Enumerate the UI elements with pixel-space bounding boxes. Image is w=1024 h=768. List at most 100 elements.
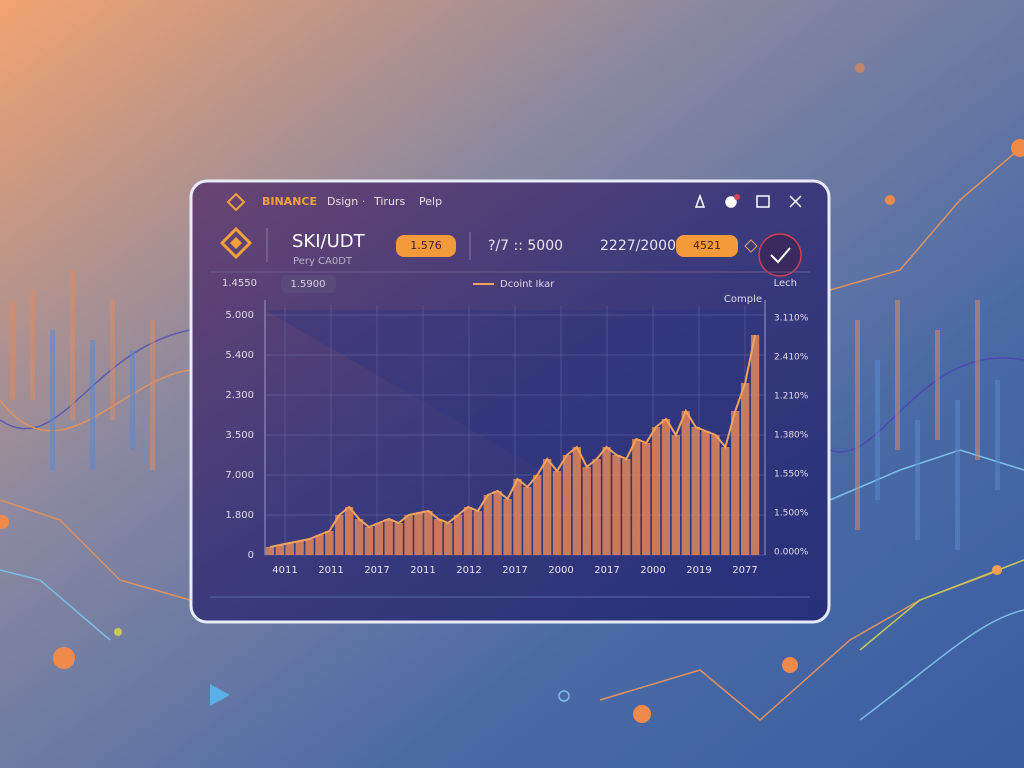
logo-icon <box>226 192 246 212</box>
bar <box>384 519 393 555</box>
bar <box>513 479 522 555</box>
y-axis-label: 5.000 <box>225 310 254 321</box>
toolbar-pill[interactable] <box>281 275 336 293</box>
stat: ?/7 :: 5000 <box>488 238 563 254</box>
bar <box>463 507 473 555</box>
bar <box>265 547 275 555</box>
bar <box>661 419 671 555</box>
x-axis-label: 2000 <box>640 565 665 576</box>
x-axis-label: 2019 <box>686 565 711 576</box>
bar <box>731 411 740 555</box>
y2-axis-label: 1.380% <box>774 431 809 441</box>
bar <box>325 531 334 555</box>
y2-axis-label: 1.500% <box>774 509 809 519</box>
y-axis-label: 3.500 <box>225 430 254 441</box>
toolbar-value: 1.4550 <box>222 278 257 289</box>
brand: BINANCE <box>262 195 317 208</box>
bar <box>651 427 661 555</box>
bar <box>483 495 492 555</box>
x-axis-label: 2017 <box>364 565 389 576</box>
decor-dots <box>0 63 1024 723</box>
x-axis-label: 2077 <box>732 565 757 576</box>
stat: 2227/2000 <box>600 238 676 254</box>
bar <box>364 527 374 555</box>
menu-item[interactable]: Tirurs <box>373 195 405 208</box>
bar <box>295 541 304 555</box>
legend-label: Dcoint Ikar <box>500 279 555 290</box>
price-pill-text: 1.576 <box>410 239 442 252</box>
check-icon <box>770 247 791 264</box>
pill[interactable] <box>676 235 738 257</box>
y2-axis-label: 2.410% <box>774 353 809 363</box>
toolbar-label: Comple <box>724 294 762 305</box>
x-axis-label: 4011 <box>272 565 297 576</box>
price-line <box>269 334 756 548</box>
confirm-button[interactable] <box>758 233 802 277</box>
toolbar-label: Lech <box>774 278 797 289</box>
bar <box>740 383 750 555</box>
bar <box>414 513 423 555</box>
price-pill[interactable] <box>396 235 456 257</box>
bar <box>750 335 760 555</box>
bar <box>374 523 384 555</box>
diamond-icon <box>744 239 758 253</box>
bar <box>443 523 453 555</box>
x-axis-label: 2011 <box>318 565 343 576</box>
toolbar-pill-text: 1.5900 <box>291 279 326 290</box>
bar <box>542 459 552 555</box>
bar <box>562 455 572 555</box>
x-axis-label: 2017 <box>594 565 619 576</box>
y-axis-label: 5.400 <box>225 350 254 361</box>
window-controls[interactable] <box>694 193 802 208</box>
y-axis-label: 2.300 <box>225 390 254 401</box>
y2-axis-label: 1.210% <box>774 392 809 402</box>
bar <box>354 519 364 555</box>
bar <box>622 459 631 555</box>
bar <box>691 427 700 555</box>
y-axis-label: 1.800 <box>225 510 254 521</box>
bar <box>632 439 641 555</box>
bar <box>473 511 483 555</box>
bar <box>592 459 601 555</box>
x-axis-label: 2000 <box>548 565 573 576</box>
y-axis-label: 0 <box>248 550 254 561</box>
bar <box>344 507 354 555</box>
y2-axis-label: 3.110% <box>774 314 809 324</box>
bar <box>533 475 542 555</box>
bar <box>711 435 720 555</box>
bar <box>701 431 710 555</box>
decor-bars <box>10 270 1000 550</box>
bar <box>305 539 314 555</box>
menu-item[interactable]: Dsign · <box>327 195 365 208</box>
menu-item[interactable]: Pelp <box>419 195 442 208</box>
bar <box>434 519 443 555</box>
price-chart: 0 1.800 7.000 3.500 2.300 5.400 5.000 0.000% 1.5… <box>225 300 809 576</box>
x-axis-label: 2011 <box>410 565 435 576</box>
y-axis-label: 7.000 <box>225 470 254 481</box>
pair-name: SKI/UDT <box>292 231 366 252</box>
bar <box>275 545 285 555</box>
y2-axis-label: 0.000% <box>774 548 809 558</box>
bar <box>404 515 413 555</box>
bar <box>424 511 433 555</box>
bar <box>503 499 512 555</box>
bar <box>335 515 344 555</box>
bar <box>552 471 562 555</box>
bar <box>671 435 681 555</box>
bar <box>285 543 294 555</box>
x-axis-label: 2012 <box>456 565 481 576</box>
bar <box>681 411 690 555</box>
pair-icon <box>219 226 253 260</box>
bar <box>572 447 582 555</box>
bar <box>721 447 730 555</box>
pair-sub: Pery CA0DT <box>293 256 353 267</box>
bar <box>641 443 651 555</box>
bar <box>582 467 591 555</box>
bar <box>493 491 502 555</box>
pair-icon-core <box>230 237 242 249</box>
pill-text: 4521 <box>693 239 721 252</box>
bar <box>315 535 324 555</box>
x-axis-label: 2017 <box>502 565 527 576</box>
bar <box>394 523 403 555</box>
